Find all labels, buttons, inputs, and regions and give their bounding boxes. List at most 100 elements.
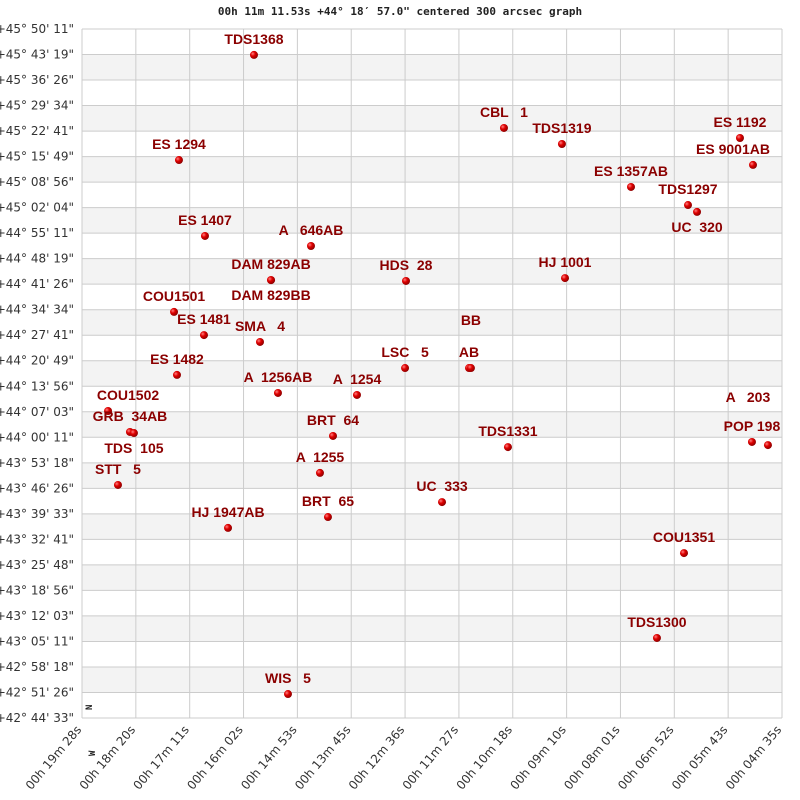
y-tick-label: +42° 51' 26" (0, 685, 74, 699)
star-label: POP 198 (724, 418, 781, 434)
grid-band (82, 564, 782, 591)
star-label: ES 9001AB (696, 141, 770, 157)
y-tick-label: +45° 22' 41" (0, 124, 74, 138)
star-point (104, 407, 113, 416)
grid-band (82, 54, 782, 81)
star-label: LSC 5 (381, 344, 429, 360)
star-label: COU1351 (653, 529, 715, 545)
star-label: TDS1297 (658, 181, 717, 197)
star-point (267, 276, 276, 285)
y-tick-label: +43° 39' 33" (0, 507, 74, 521)
star-label: UC 320 (671, 219, 723, 235)
y-tick-label: +44° 41' 26" (0, 277, 74, 291)
x-tick-label: 00h 13m 45s (292, 723, 353, 793)
star-label: BRT 65 (302, 493, 354, 509)
star-point (328, 431, 337, 440)
y-tick-label: +45° 36' 26" (0, 73, 74, 87)
star-label: STT 5 (95, 461, 141, 477)
y-tick-label: +43° 18' 56" (0, 583, 74, 597)
grid-band (82, 462, 782, 489)
star-point (438, 498, 447, 507)
grid-band (82, 360, 782, 387)
y-tick-label: +43° 25' 48" (0, 558, 74, 572)
star-label: A 1256AB (244, 369, 313, 385)
y-tick-label: +45° 50' 11" (0, 22, 74, 36)
y-tick-label: +43° 46' 26" (0, 481, 74, 495)
y-tick-label: +44° 34' 34" (0, 303, 74, 317)
star-point (735, 133, 744, 142)
star-point (352, 390, 361, 399)
star-point (401, 276, 410, 285)
y-tick-label: +45° 43' 19" (0, 48, 74, 62)
star-label: COU1501 (143, 288, 205, 304)
star-label: HJ 1947AB (191, 504, 264, 520)
grid-band (82, 105, 782, 132)
x-tick-label: 00h 16m 02s (184, 723, 245, 793)
x-tick-label: 00h 14m 53s (238, 723, 299, 793)
star-point (174, 156, 183, 165)
star-label: TDS1331 (478, 423, 537, 439)
star-label: BRT 64 (307, 412, 359, 428)
star-label: ES 1357AB (594, 163, 668, 179)
star-label: COU1502 (97, 387, 159, 403)
compass-north-label: N (85, 705, 95, 710)
star-point (170, 307, 179, 316)
y-tick-label: +43° 12' 03" (0, 609, 74, 623)
grid-band (82, 309, 782, 336)
star-point (748, 160, 757, 169)
star-point (557, 140, 566, 149)
star-label: CBL 1 (480, 104, 528, 120)
compass-west-label: W (88, 750, 98, 756)
star-label: ES 1407 (178, 212, 232, 228)
star-point (199, 331, 208, 340)
x-tick-label: 00h 11m 27s (400, 723, 461, 793)
y-tick-label: +45° 15' 49" (0, 150, 74, 164)
star-point (401, 364, 410, 373)
star-label: DAM 829AB (231, 256, 310, 272)
star-label: A 646AB (279, 222, 344, 238)
y-tick-label: +42° 44' 33" (0, 711, 74, 725)
x-tick-label: 00h 17m 11s (130, 723, 191, 793)
star-label: A 1255 (296, 449, 345, 465)
star-point (503, 443, 512, 452)
star-point (626, 182, 635, 191)
y-tick-label: +45° 08' 56" (0, 175, 74, 189)
star-label: HJ 1001 (539, 254, 592, 270)
grid-band (82, 666, 782, 693)
y-tick-label: +44° 13' 56" (0, 379, 74, 393)
star-label: AB (459, 344, 479, 360)
grid-band (82, 513, 782, 540)
star-point (323, 513, 332, 522)
star-point (273, 388, 282, 397)
x-tick-label: 00h 09m 10s (507, 723, 568, 793)
star-point (499, 123, 508, 132)
x-tick-label: 00h 04m 35s (723, 723, 784, 793)
star-label: HDS 28 (380, 257, 433, 273)
x-tick-label: 00h 08m 01s (561, 723, 622, 793)
star-point (561, 274, 570, 283)
y-tick-label: +42° 58' 18" (0, 660, 74, 674)
y-tick-label: +43° 53' 18" (0, 456, 74, 470)
y-tick-label: +44° 27' 41" (0, 328, 74, 342)
star-label: ES 1192 (713, 114, 766, 130)
star-label: BB (461, 312, 481, 328)
star-point (249, 50, 258, 59)
y-tick-label: +43° 32' 41" (0, 532, 74, 546)
star-label: A 1254 (333, 371, 382, 387)
y-tick-label: +44° 07' 03" (0, 405, 74, 419)
star-point (172, 370, 181, 379)
star-point (683, 201, 692, 210)
chart-title: 00h 11m 11.53s +44° 18′ 57.0" centered 3… (217, 5, 583, 18)
y-tick-label: +45° 29' 34" (0, 99, 74, 113)
star-label: UC 333 (416, 478, 468, 494)
star-point (283, 690, 292, 699)
star-label: WIS 5 (265, 670, 311, 686)
star-point (129, 429, 138, 438)
grid-band (82, 207, 782, 234)
star-point (466, 364, 475, 373)
x-tick-label: 00h 05m 43s (669, 723, 730, 793)
star-label: ES 1294 (152, 136, 206, 152)
star-point (315, 468, 324, 477)
y-tick-label: +43° 05' 11" (0, 634, 74, 648)
x-tick-label: 00h 19m 28s (23, 723, 84, 793)
